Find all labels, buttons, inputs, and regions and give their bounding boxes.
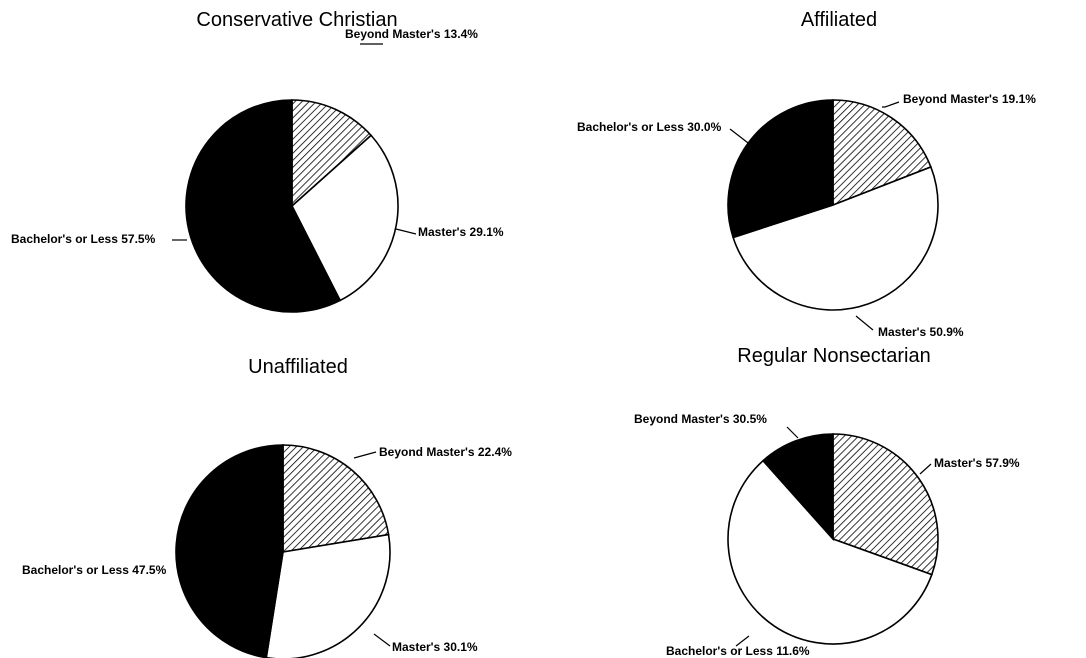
slice-label-bachelor-s-or-less: Bachelor's or Less 47.5% bbox=[22, 563, 167, 577]
chart-title: Affiliated bbox=[801, 9, 877, 31]
leader-line-beyond-master-s bbox=[882, 101, 900, 108]
slice-label-beyond-master-s: Beyond Master's 13.4% bbox=[345, 27, 478, 41]
leader-line-bachelor-s-or-less bbox=[735, 635, 750, 647]
chart-title: Regular Nonsectarian bbox=[737, 345, 930, 367]
chart-title: Unaffiliated bbox=[248, 356, 348, 378]
slice-label-bachelor-s-or-less: Bachelor's or Less 30.0% bbox=[577, 120, 722, 134]
slice-label-master-s: Master's 50.9% bbox=[878, 325, 964, 339]
leader-line-bachelor-s-or-less bbox=[179, 569, 197, 572]
pie-chart-unaffiliated: Unaffiliated Beyond Master's 22.4% Master'… bbox=[22, 356, 512, 658]
pie-slice-beyond-master-s bbox=[832, 99, 932, 207]
slice-label-master-s: Master's 29.1% bbox=[418, 225, 504, 239]
pie-slice-bachelor-s-or-less bbox=[761, 433, 834, 542]
pie-slice-beyond-master-s bbox=[282, 444, 390, 553]
pie-slice-bachelor-s-or-less bbox=[185, 99, 342, 313]
chart-title: Conservative Christian bbox=[196, 9, 397, 31]
pie-chart-regular-nonsectarian: Regular Nonsectarian Beyond Master's 30.5… bbox=[634, 345, 1020, 658]
pie-slice-beyond-master-s bbox=[291, 99, 373, 208]
slice-label-bachelor-s-or-less: Bachelor's or Less 57.5% bbox=[11, 232, 156, 246]
leader-line-master-s bbox=[373, 633, 391, 647]
slice-label-beyond-master-s: Beyond Master's 22.4% bbox=[379, 445, 512, 459]
pie-chart-affiliated: Affiliated Beyond Master's 19.1% Master's … bbox=[577, 9, 1036, 339]
pie-slice-bachelor-s-or-less bbox=[175, 444, 284, 658]
leader-line-bachelor-s-or-less bbox=[729, 128, 753, 147]
slice-label-master-s: Master's 57.9% bbox=[934, 456, 1020, 470]
pie-slice-master-s bbox=[265, 533, 391, 658]
slice-label-master-s: Master's 30.1% bbox=[392, 640, 478, 654]
slice-label-beyond-master-s: Beyond Master's 19.1% bbox=[903, 92, 1036, 106]
leader-line-beyond-master-s bbox=[786, 426, 799, 439]
leader-line-master-s bbox=[395, 228, 417, 235]
leader-line-master-s bbox=[919, 463, 932, 475]
leader-line-beyond-master-s bbox=[353, 451, 377, 459]
slice-label-bachelor-s-or-less: Bachelor's or Less 11.6% bbox=[666, 644, 810, 658]
slice-label-beyond-master-s: Beyond Master's 30.5% bbox=[634, 412, 767, 426]
pie-slice-master-s bbox=[732, 165, 939, 311]
pie-slice-master-s bbox=[291, 134, 399, 302]
pie-slice-beyond-master-s bbox=[832, 433, 939, 576]
pie-slice-master-s bbox=[727, 459, 933, 645]
leader-line-master-s bbox=[855, 315, 874, 331]
